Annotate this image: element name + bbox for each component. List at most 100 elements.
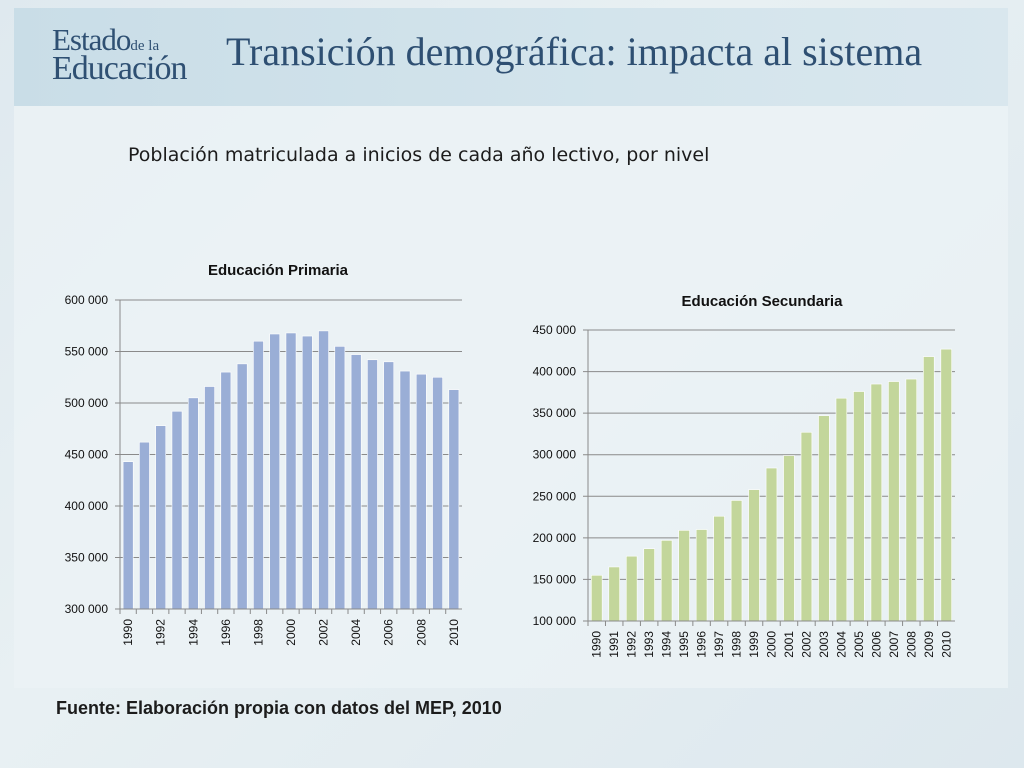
x-tick-label: 1998: [251, 619, 265, 646]
x-tick-label: 2004: [349, 619, 363, 646]
bar-2000: [765, 467, 778, 622]
x-tick-label: 1994: [186, 619, 200, 646]
bar-2004: [350, 354, 362, 610]
logo-small-text: de la: [130, 38, 160, 54]
y-tick-label: 350 000: [533, 406, 577, 420]
y-tick-label: 250 000: [533, 489, 577, 503]
x-tick-label: 2010: [447, 619, 461, 646]
x-tick-label: 1990: [121, 619, 135, 646]
bar-1990: [591, 574, 603, 622]
bar-1993: [171, 410, 183, 610]
bar-2003: [334, 346, 346, 610]
bar-1994: [187, 397, 199, 610]
x-tick-label: 2000: [765, 631, 779, 658]
chart-title: Educación Primaria: [208, 262, 349, 279]
bar-2002: [800, 431, 813, 622]
bar-1996: [220, 371, 232, 610]
bar-1992: [155, 425, 167, 610]
y-tick-label: 100 000: [533, 614, 577, 628]
x-tick-label: 2008: [904, 631, 918, 658]
x-tick-label: 1990: [590, 631, 604, 658]
y-tick-label: 400 000: [65, 499, 109, 513]
x-tick-label: 2002: [317, 619, 331, 646]
logo-line-1: Estadode la: [52, 22, 160, 57]
bar-1993: [643, 548, 655, 622]
bar-2001: [301, 335, 313, 610]
bar-2005: [853, 391, 865, 622]
bar-1999: [748, 489, 760, 622]
page-title: Transición demográfica: impacta al siste…: [226, 29, 923, 74]
x-tick-label: 2006: [382, 619, 396, 646]
y-tick-label: 550 000: [65, 345, 109, 359]
bar-1998: [253, 340, 264, 610]
x-tick-label: 2006: [869, 631, 883, 658]
x-tick-label: 2001: [782, 631, 796, 658]
bar-2004: [835, 397, 848, 622]
y-tick-label: 150 000: [533, 572, 577, 586]
x-tick-label: 1993: [642, 631, 656, 658]
y-tick-label: 450 000: [65, 448, 109, 462]
bar-1997: [713, 515, 725, 622]
bar-1992: [625, 555, 638, 622]
x-tick-label: 1998: [730, 631, 744, 658]
bar-2001: [783, 455, 795, 622]
y-tick-label: 350 000: [65, 551, 109, 565]
bar-2009: [923, 356, 935, 622]
x-tick-label: 2003: [817, 631, 831, 658]
source-note: Fuente: Elaboración propia con datos del…: [56, 698, 502, 718]
bar-2010: [940, 348, 952, 622]
x-tick-label: 1992: [625, 631, 639, 658]
x-tick-label: 2002: [799, 631, 813, 658]
x-tick-label: 1997: [712, 631, 726, 658]
x-tick-label: 1999: [747, 631, 761, 658]
logo-line-2: Educación: [52, 50, 187, 87]
bar-2008: [415, 373, 427, 610]
x-tick-label: 2000: [284, 619, 298, 646]
chart-primaria: Educación Primaria 300 000 350 000 400 000 4…: [65, 262, 462, 646]
bar-2000: [285, 332, 297, 610]
bar-1995: [678, 530, 690, 622]
y-tick-label: 300 000: [533, 448, 577, 462]
y-tick-label: 400 000: [533, 365, 577, 379]
y-tick-label: 200 000: [533, 531, 577, 545]
y-tick-label: 600 000: [65, 293, 109, 307]
bar-1991: [608, 566, 620, 622]
y-tick-label: 500 000: [65, 396, 109, 410]
x-tick-label: 2004: [834, 631, 848, 658]
x-tick-label: 1996: [219, 619, 233, 646]
chart-subtitle: Población matriculada a inicios de cada …: [128, 144, 710, 166]
bar-1991: [139, 441, 150, 610]
estado-educacion-logo: Estadode la Educación: [52, 22, 222, 87]
chart-title: Educación Secundaria: [682, 293, 844, 310]
x-tick-label: 2008: [414, 619, 428, 646]
x-tick-label: 2010: [939, 631, 953, 658]
bar-2002: [318, 330, 329, 610]
chart-secundaria: Educación Secundaria 100 000 150 000 200 00…: [533, 293, 955, 658]
y-tick-label: 450 000: [533, 323, 577, 337]
x-tick-label: 1995: [677, 631, 691, 658]
bar-1997: [236, 363, 248, 610]
bar-2010: [448, 389, 460, 610]
bar-2006: [383, 361, 395, 610]
bar-1990: [122, 461, 134, 610]
x-tick-label: 1994: [660, 631, 674, 658]
x-tick-label: 1996: [695, 631, 709, 658]
bar-1998: [730, 500, 743, 622]
x-tick-label: 2005: [852, 631, 866, 658]
bar-2008: [905, 378, 918, 622]
x-tick-label: 1991: [607, 631, 621, 658]
bar-1995: [204, 386, 215, 610]
bar-1996: [695, 529, 708, 622]
bar-2006: [870, 383, 883, 622]
bar-1999: [269, 333, 281, 610]
x-tick-label: 1992: [154, 619, 168, 646]
bar-1994: [660, 540, 673, 622]
bar-2003: [818, 415, 830, 622]
header-band: [14, 8, 1008, 106]
y-tick-label: 300 000: [65, 602, 109, 616]
x-tick-label: 2009: [922, 631, 936, 658]
bar-2007: [888, 381, 900, 622]
bar-2007: [399, 370, 411, 610]
x-tick-label: 2007: [887, 631, 901, 658]
